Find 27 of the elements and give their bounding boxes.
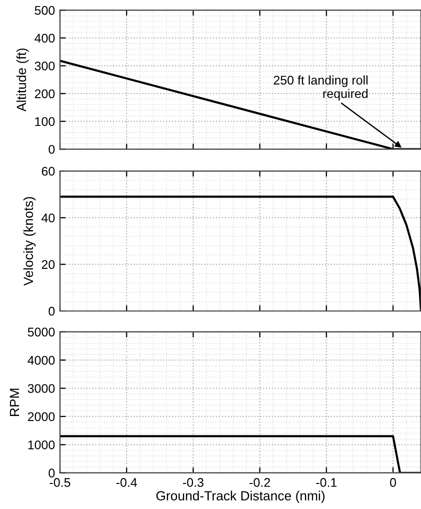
y-tick-label: 300	[34, 62, 55, 70]
y-tick-label: 100	[35, 117, 55, 126]
y-axis-title: Velocity (knots)	[23, 197, 36, 286]
x-tick-label: 0	[390, 478, 396, 487]
y-tick-label: 4000	[28, 356, 55, 365]
y-tick-label: 2000	[28, 412, 55, 422]
y-tick-label: 0	[48, 468, 55, 478]
y-tick-label: 1000	[28, 440, 55, 450]
y-tick-label: 400	[34, 34, 55, 43]
y-tick-label: 0	[48, 144, 55, 154]
y-tick-label: 500	[34, 6, 55, 15]
y-tick-label: 3000	[28, 384, 55, 393]
annotation: 250 ft landing roll required	[274, 75, 368, 101]
y-tick-label: 20	[42, 260, 55, 269]
y-tick-label: 60	[42, 166, 55, 176]
y-axis-title: RPM	[10, 388, 20, 416]
x-tick-label: -0.4	[116, 478, 138, 487]
y-tick-label: 0	[48, 306, 55, 316]
y-tick-label: 200	[34, 89, 55, 98]
x-tick-label: -0.5	[50, 478, 70, 487]
x-tick-label: -0.1	[316, 478, 337, 487]
x-tick-label: -0.2	[250, 478, 270, 487]
y-tick-label: 40	[42, 213, 55, 222]
y-tick-label: 5000	[28, 328, 55, 337]
x-axis-title: Ground-Track Distance (nmi)	[156, 490, 324, 504]
x-tick-label: -0.3	[182, 478, 204, 487]
y-axis-title: Altitude (ft)	[16, 48, 29, 112]
